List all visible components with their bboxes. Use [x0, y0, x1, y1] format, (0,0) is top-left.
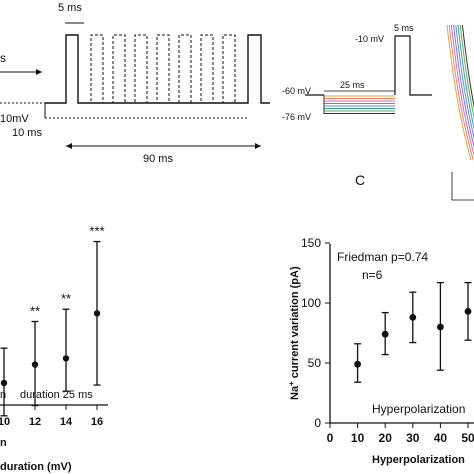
right-x-ticks: 0 10 20 30 40 50 — [327, 423, 474, 445]
voltage-label: 10mV — [0, 113, 29, 125]
right-x-tick-label: 40 — [434, 431, 448, 445]
right-data-point — [381, 330, 389, 338]
right-x-tick-label: 0 — [327, 431, 334, 445]
current-trace — [461, 24, 474, 109]
left-annotation-prefix: n — [0, 389, 6, 401]
prepulse-trace — [323, 95, 395, 114]
total-label: 90 ms — [143, 153, 173, 165]
left-x-axis-label: duration (mV) — [0, 461, 72, 473]
left-x-axis-label-prefix: n — [0, 437, 7, 449]
interval-label: 10 ms — [12, 127, 42, 139]
significance-marker: ** — [30, 304, 40, 319]
current-trace — [446, 24, 472, 161]
right-x-tick-label: 10 — [351, 431, 365, 445]
right-data-points — [354, 281, 472, 383]
left-x-tick-label: 12 — [29, 416, 41, 428]
current-trace — [448, 24, 474, 161]
significance-marker: *** — [89, 224, 104, 239]
right-y-tick-label: 150 — [301, 236, 321, 250]
left-data-points: ******** — [0, 224, 105, 417]
protocol-b-diagram: 5 ms -10 mV -60 mV -76 mV 25 ms — [282, 23, 474, 201]
test-voltage-label: -10 mV — [355, 34, 384, 44]
right-data-point — [437, 323, 444, 331]
b-pulse-width-label: 5 ms — [394, 23, 414, 33]
left-data-point — [62, 355, 70, 362]
left-annotation: duration 25 ms — [20, 389, 93, 401]
current-trace — [453, 24, 474, 149]
prepulse-traces — [323, 95, 395, 114]
b-waveform — [305, 35, 432, 96]
current-trace — [450, 24, 474, 157]
n-label: n=6 — [362, 268, 383, 282]
pulse-train-dashed — [78, 34, 248, 104]
right-data-point — [354, 360, 361, 368]
left-x-tick-label: 16 — [91, 416, 103, 428]
s-label: s — [0, 51, 6, 65]
left-x-tick-label: 14 — [60, 416, 73, 428]
right-y-tick-label: 50 — [308, 356, 322, 370]
left-arrow-head — [36, 69, 42, 75]
right-y-tick-label: 100 — [301, 296, 321, 310]
right-y-axis-label: Na+ current variation (pA) — [287, 266, 301, 400]
left-data-point — [31, 361, 39, 368]
left-data-point — [0, 379, 8, 387]
right-data-point — [464, 308, 472, 315]
panel-c-label: C — [355, 172, 365, 188]
protocol-a-diagram: 5 ms s 10mV 10 ms 90 ms — [0, 2, 270, 165]
current-trace — [459, 24, 474, 120]
right-x-tick-label: 30 — [406, 431, 420, 445]
prepulse-duration-label: 25 ms — [340, 80, 365, 90]
right-y-tick-label: 0 — [314, 416, 321, 430]
right-x-tick-label: 50 — [461, 431, 474, 445]
right-chart: 0 50 100 150 0 10 20 30 40 50 Friedman p=0.74 n=… — [287, 236, 474, 466]
scale-bar — [451, 172, 474, 201]
current-trace — [455, 24, 474, 140]
current-trace — [457, 24, 474, 130]
friedman-stat-label: Friedman p=0.74 — [337, 250, 428, 264]
right-x-axis-label: Hyperpolarization — [372, 454, 465, 466]
min-voltage-label: -76 mV — [282, 112, 311, 122]
pulse-width-label: 5 ms — [58, 2, 82, 14]
prepulse-trace — [323, 95, 395, 97]
left-x-ticks: 10 12 14 16 — [0, 405, 103, 428]
right-data-point — [409, 314, 417, 321]
left-x-tick-label: 10 — [0, 416, 10, 428]
right-y-ticks: 0 50 100 150 — [301, 236, 330, 430]
left-data-point — [93, 310, 101, 317]
pulse-train-solid — [45, 34, 270, 104]
right-x-tick-label: 20 — [379, 431, 393, 445]
current-traces — [446, 24, 474, 161]
holding-voltage-label: -60 mV — [282, 86, 311, 96]
significance-marker: ** — [61, 291, 71, 306]
hyperpolarization-annotation: Hyperpolarization — [372, 402, 465, 416]
